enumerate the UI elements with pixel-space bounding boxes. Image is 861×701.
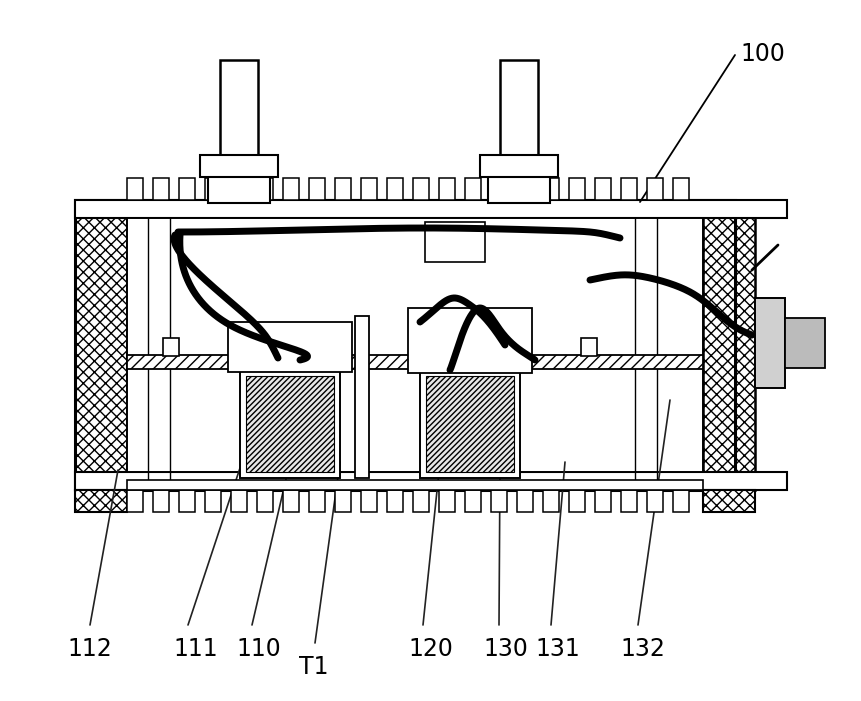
Bar xyxy=(517,178,532,200)
Bar xyxy=(228,322,351,372)
Bar xyxy=(620,178,636,200)
Bar xyxy=(542,178,558,200)
Bar xyxy=(672,490,688,512)
Bar xyxy=(257,178,273,200)
Text: T1: T1 xyxy=(299,655,328,679)
Text: 132: 132 xyxy=(619,637,664,661)
Bar xyxy=(308,490,325,512)
Bar xyxy=(75,472,786,490)
Bar xyxy=(491,178,506,200)
Bar xyxy=(568,490,585,512)
Text: 120: 120 xyxy=(407,637,452,661)
Bar xyxy=(580,338,597,356)
Bar xyxy=(205,178,220,200)
Bar xyxy=(419,370,519,478)
Bar xyxy=(754,298,784,388)
Bar xyxy=(257,490,273,512)
Bar xyxy=(407,308,531,373)
Bar xyxy=(438,490,455,512)
Bar xyxy=(480,155,557,177)
Bar xyxy=(231,490,247,512)
Text: 110: 110 xyxy=(236,637,281,661)
Bar xyxy=(487,175,549,203)
Bar xyxy=(308,178,325,200)
Bar xyxy=(387,178,403,200)
Bar xyxy=(517,490,532,512)
Bar xyxy=(205,490,220,512)
Bar xyxy=(335,490,350,512)
Bar xyxy=(542,490,558,512)
Bar xyxy=(703,200,754,490)
Text: 100: 100 xyxy=(739,42,784,66)
Bar xyxy=(152,178,169,200)
Bar xyxy=(220,60,257,175)
Bar xyxy=(568,178,585,200)
Bar xyxy=(282,178,299,200)
Bar xyxy=(425,376,513,472)
Text: 111: 111 xyxy=(173,637,217,661)
Bar xyxy=(784,318,824,368)
Bar xyxy=(594,490,610,512)
Bar xyxy=(200,155,278,177)
Bar xyxy=(127,218,703,472)
Bar xyxy=(282,490,299,512)
Bar xyxy=(231,178,247,200)
Bar xyxy=(152,490,169,512)
Bar xyxy=(127,178,143,200)
Bar xyxy=(355,316,369,478)
Bar xyxy=(208,175,269,203)
Text: 131: 131 xyxy=(535,637,579,661)
Text: 112: 112 xyxy=(67,637,112,661)
Bar xyxy=(703,490,754,512)
Bar xyxy=(75,200,734,490)
Bar xyxy=(464,178,480,200)
Bar xyxy=(361,178,376,200)
Text: 130: 130 xyxy=(482,637,527,661)
Bar xyxy=(412,490,429,512)
Bar xyxy=(464,490,480,512)
Bar xyxy=(239,370,339,478)
Bar xyxy=(387,490,403,512)
Bar xyxy=(424,222,485,262)
Bar xyxy=(75,490,127,512)
Bar xyxy=(179,490,195,512)
Bar xyxy=(594,178,610,200)
Bar xyxy=(438,178,455,200)
Bar xyxy=(163,338,179,356)
Bar xyxy=(647,178,662,200)
Bar xyxy=(620,490,636,512)
Bar xyxy=(672,178,688,200)
Bar xyxy=(491,490,506,512)
Bar xyxy=(75,200,127,490)
Bar xyxy=(412,178,429,200)
Bar xyxy=(127,355,703,369)
Bar xyxy=(647,490,662,512)
Bar xyxy=(245,376,333,472)
Bar xyxy=(127,490,143,512)
Bar xyxy=(361,490,376,512)
Bar xyxy=(335,178,350,200)
Bar xyxy=(127,480,703,490)
Bar xyxy=(179,178,195,200)
Bar xyxy=(499,60,537,175)
Bar xyxy=(75,200,786,218)
